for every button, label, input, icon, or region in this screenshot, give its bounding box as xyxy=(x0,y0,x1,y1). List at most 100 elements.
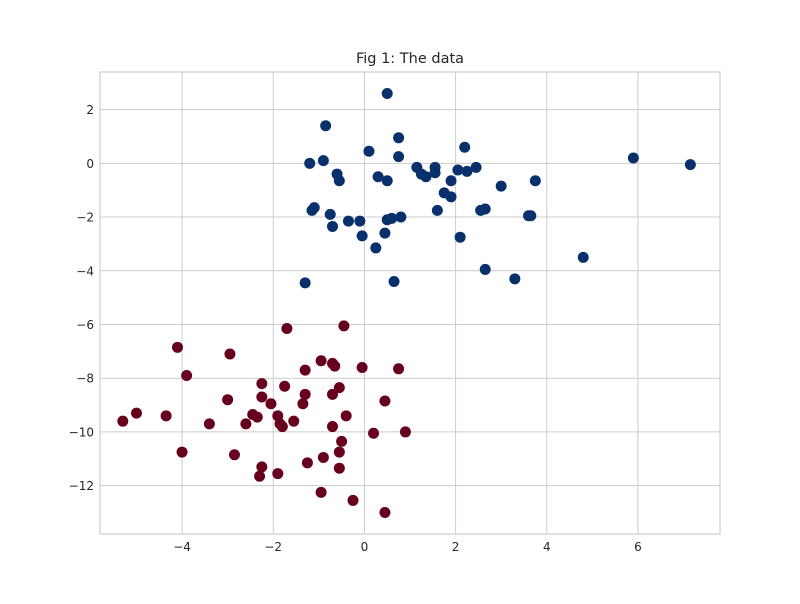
y-tick-label: −12 xyxy=(69,479,94,493)
scatter-series-1 xyxy=(299,87,696,289)
data-point xyxy=(327,388,338,400)
data-point xyxy=(479,203,491,215)
x-axis-tick-labels: −4 −2 0 2 4 6 xyxy=(173,540,642,554)
data-point xyxy=(276,421,288,433)
data-point xyxy=(117,415,129,427)
data-point xyxy=(347,494,359,506)
data-point xyxy=(203,418,215,430)
data-point xyxy=(381,175,393,187)
data-point xyxy=(301,457,313,469)
data-point xyxy=(379,507,391,519)
data-point xyxy=(224,348,236,360)
data-point xyxy=(342,215,354,227)
x-tick-label: 6 xyxy=(634,540,642,554)
data-point xyxy=(459,141,471,153)
data-point xyxy=(420,171,432,183)
data-point xyxy=(354,215,366,227)
data-point xyxy=(251,411,263,423)
y-tick-label: −4 xyxy=(76,264,94,278)
data-point xyxy=(329,360,341,372)
data-point xyxy=(172,341,183,353)
data-point xyxy=(176,446,188,458)
data-point xyxy=(577,251,589,263)
data-point xyxy=(356,361,368,373)
data-point xyxy=(452,164,464,176)
data-point xyxy=(265,398,277,410)
data-point xyxy=(338,320,350,332)
data-point xyxy=(461,165,473,177)
data-point xyxy=(288,415,300,427)
x-tick-label: −2 xyxy=(264,540,282,554)
data-point xyxy=(308,202,320,214)
data-point xyxy=(320,120,332,132)
data-point xyxy=(324,208,336,220)
data-point xyxy=(356,230,368,242)
data-point xyxy=(281,323,293,335)
data-points xyxy=(117,87,696,519)
data-point xyxy=(272,468,284,480)
y-tick-label: −2 xyxy=(76,211,94,225)
data-point xyxy=(379,395,391,407)
y-tick-label: −8 xyxy=(76,372,94,386)
data-point xyxy=(525,210,537,222)
data-point xyxy=(336,435,348,447)
data-point xyxy=(304,157,316,169)
data-point xyxy=(470,161,482,173)
data-point xyxy=(256,461,268,473)
data-point xyxy=(279,380,291,392)
data-point xyxy=(256,391,268,403)
x-tick-label: −4 xyxy=(173,540,191,554)
data-point xyxy=(509,273,521,285)
data-point xyxy=(495,180,507,192)
y-tick-label: 2 xyxy=(86,103,94,117)
data-point xyxy=(297,398,309,410)
x-tick-label: 0 xyxy=(361,540,369,554)
scatter-series-2 xyxy=(117,320,411,519)
data-point xyxy=(386,212,398,224)
data-point xyxy=(317,451,329,463)
data-point xyxy=(333,382,345,394)
data-point xyxy=(333,175,345,187)
data-point xyxy=(160,410,172,422)
data-point xyxy=(529,175,541,187)
data-point xyxy=(627,152,639,164)
data-point xyxy=(340,410,352,422)
data-point xyxy=(388,276,400,288)
data-point xyxy=(393,151,405,163)
data-point xyxy=(445,191,457,203)
data-point xyxy=(315,486,327,498)
data-point xyxy=(445,175,457,187)
y-axis-tick-labels: 2 0 −2 −4 −6 −8 −10 −12 xyxy=(69,103,94,493)
data-point xyxy=(254,470,266,482)
data-point xyxy=(431,204,443,216)
data-point xyxy=(372,171,384,183)
y-tick-label: 0 xyxy=(86,157,94,171)
data-point xyxy=(327,220,338,232)
data-point xyxy=(228,449,240,461)
data-point xyxy=(299,388,311,400)
data-point xyxy=(256,378,268,390)
data-point xyxy=(684,159,696,171)
data-point xyxy=(181,370,193,382)
data-point xyxy=(370,242,382,254)
data-point xyxy=(222,394,234,406)
data-point xyxy=(333,446,345,458)
data-point xyxy=(381,87,393,99)
y-tick-label: −6 xyxy=(76,318,94,332)
data-point xyxy=(479,263,491,275)
data-point xyxy=(379,227,391,239)
data-point xyxy=(240,418,252,430)
data-point xyxy=(299,364,311,376)
x-tick-label: 2 xyxy=(452,540,460,554)
data-point xyxy=(317,155,329,167)
data-point xyxy=(395,211,407,223)
data-point xyxy=(299,277,311,289)
data-point xyxy=(393,132,405,144)
data-point xyxy=(327,421,338,433)
chart-title: Fig 1: The data xyxy=(356,51,464,67)
data-point xyxy=(429,167,441,179)
data-point xyxy=(393,363,405,375)
data-point xyxy=(363,145,375,157)
